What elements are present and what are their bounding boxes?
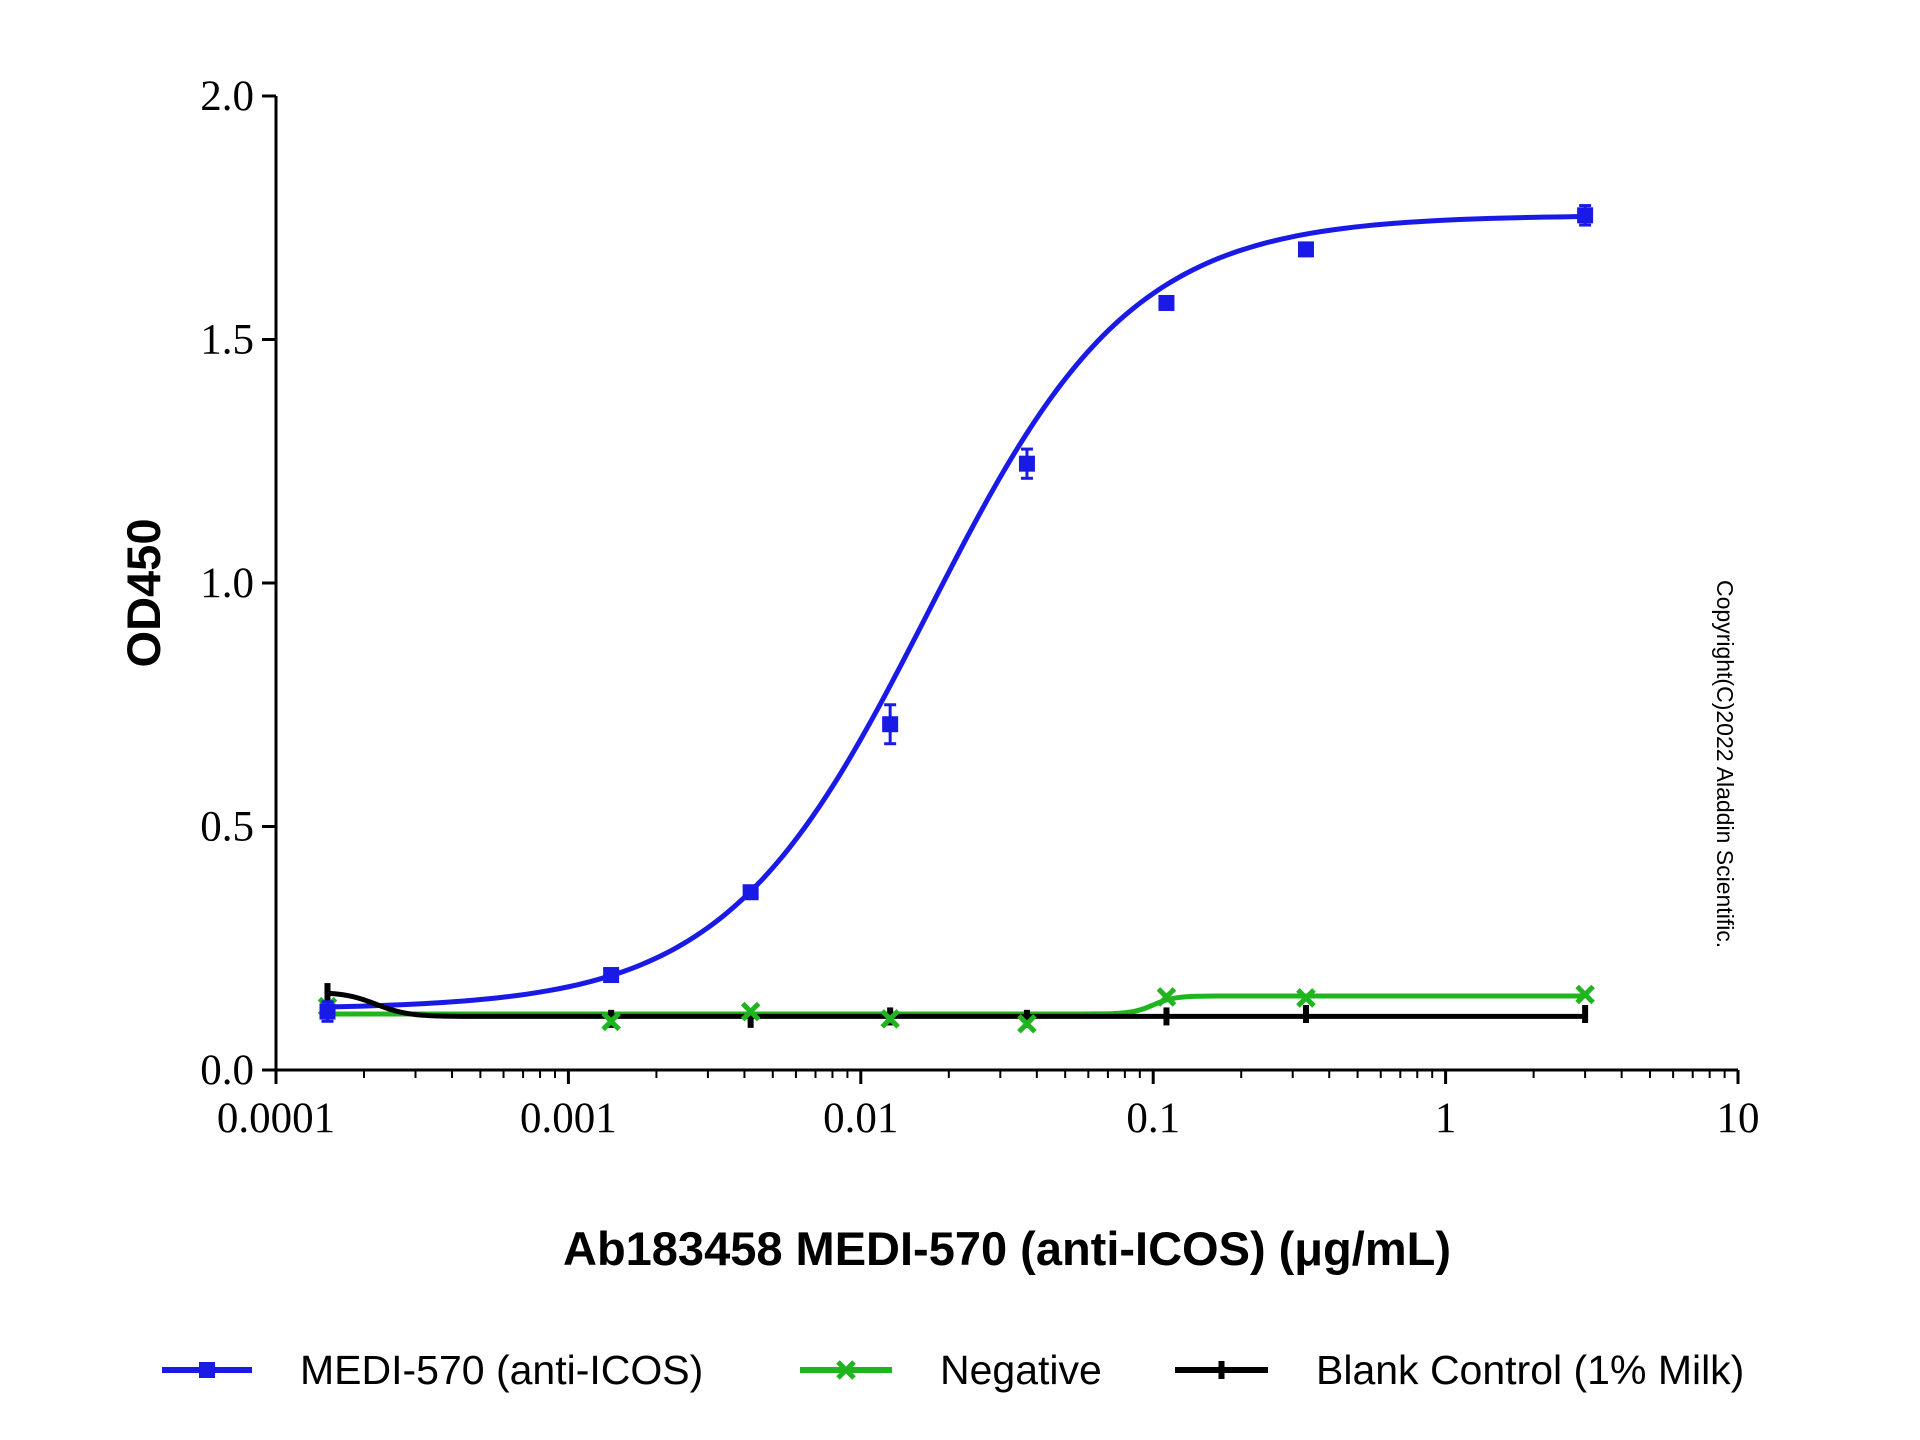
data-point [882, 716, 899, 733]
copyright-text: Copyright(C)2022 Aladdin Scientific. [1712, 580, 1738, 948]
y-tick-label: 0.5 [200, 804, 254, 851]
legend-swatch-marker [836, 1360, 856, 1380]
y-tick-label: 1.0 [200, 560, 254, 607]
data-point [1017, 1013, 1037, 1034]
y-tick-label: 1.5 [200, 317, 254, 364]
marker-stroke [1296, 988, 1316, 1008]
curve-medi-570 [327, 214, 1586, 1010]
marker-stroke [880, 1009, 900, 1029]
x-tick-label: 0.1 [1126, 1095, 1180, 1142]
axes [274, 96, 1738, 1072]
x-tick-label: 10 [1717, 1095, 1760, 1142]
data-point [601, 1011, 621, 1032]
data-point [880, 1009, 900, 1029]
data-point [1023, 1009, 1030, 1028]
legend-item: MEDI-570 (anti-ICOS) [162, 1347, 703, 1393]
data-point [1297, 241, 1314, 258]
marker-stroke [1156, 987, 1177, 1007]
data-point [1163, 1007, 1170, 1026]
data-point [740, 1001, 761, 1022]
x-tick-label: 0.0001 [217, 1095, 335, 1142]
fitted-curves [327, 214, 1586, 1019]
data-point [319, 1003, 336, 1020]
marker-stroke [1575, 984, 1595, 1005]
data-points [317, 204, 1595, 1034]
marker-stroke [836, 1360, 856, 1380]
legend-item: Blank Control (1% Milk) [1175, 1347, 1744, 1393]
data-point [1156, 987, 1177, 1007]
legend: MEDI-570 (anti-ICOS) Negative Blank Contro… [162, 1347, 1744, 1393]
data-point [1575, 984, 1595, 1005]
curve-blank-control [327, 990, 1586, 1019]
legend-swatch-marker [199, 1362, 215, 1378]
y-tick-label: 0.0 [200, 1047, 254, 1094]
marker-stroke [1017, 1013, 1037, 1034]
x-tick-label: 0.01 [823, 1095, 898, 1142]
data-point [1018, 455, 1035, 472]
marker-stroke [601, 1011, 621, 1032]
data-point [1158, 294, 1175, 311]
data-point [603, 967, 620, 984]
legend-label: Blank Control (1% Milk) [1316, 1347, 1744, 1393]
curve-negative [327, 993, 1586, 1017]
marker-stroke [740, 1001, 761, 1022]
data-point [1302, 1004, 1309, 1023]
data-point [1296, 988, 1316, 1008]
data-point [747, 1009, 754, 1028]
legend-label: MEDI-570 (anti-ICOS) [300, 1347, 703, 1393]
legend-label: Negative [940, 1347, 1102, 1393]
y-tick-label: 2.0 [200, 73, 254, 120]
legend-swatch-marker [1218, 1361, 1225, 1379]
data-point [324, 983, 331, 1002]
y-axis-title: OD450 [117, 519, 170, 668]
data-point [1577, 207, 1594, 224]
legend-item: Negative [800, 1347, 1102, 1393]
ticks: 0.0 0.5 1.0 1.5 2.0 0.0001 0.001 0.01 0.1 1 10 [200, 73, 1759, 1142]
data-point [1582, 1004, 1589, 1023]
x-axis-title: Ab183458 MEDI-570 (anti-ICOS) (μg/mL) [563, 1222, 1451, 1275]
x-tick-label: 1 [1435, 1095, 1457, 1142]
data-point [742, 884, 759, 901]
x-tick-label: 0.001 [520, 1095, 617, 1142]
